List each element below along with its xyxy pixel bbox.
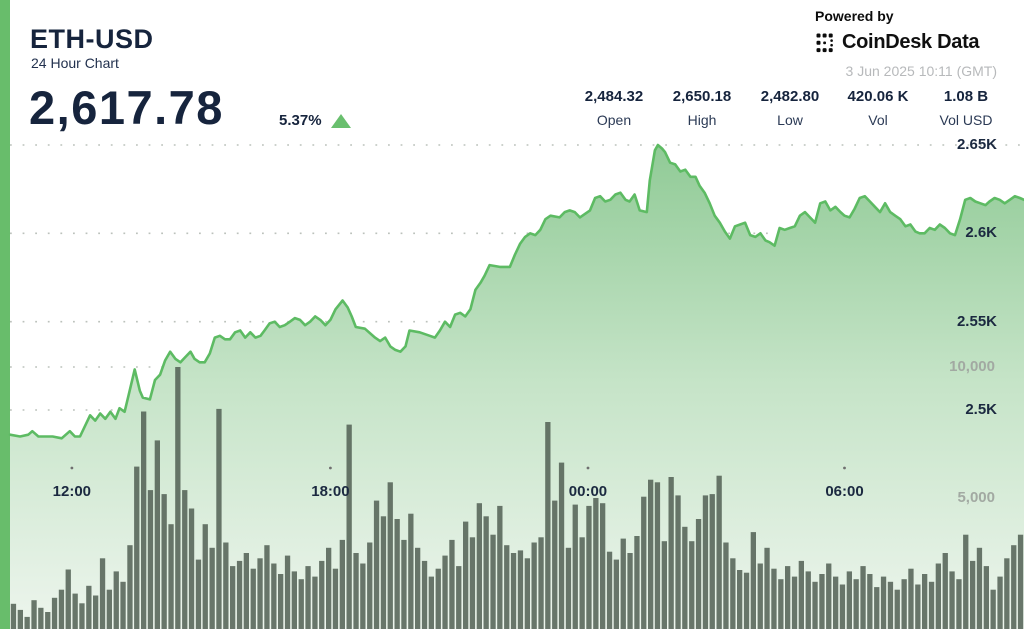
stat-label: Open	[596, 112, 632, 128]
price-axis-tick: 2.55K	[956, 312, 997, 330]
stat-value: 2,650.18	[672, 88, 732, 105]
price-axis-tick: 2.65K	[956, 136, 997, 153]
page-title: ETH-USD	[30, 24, 154, 54]
stat-vol: 420.06 K Vol	[842, 88, 914, 128]
powered-by-label: Powered by	[815, 8, 894, 24]
coindesk-logo-icon	[816, 33, 833, 52]
price-line	[8, 143, 1024, 440]
volume-axis-tick: 5,000	[957, 489, 995, 506]
volume-bars	[10, 367, 1024, 629]
stat-value: 2,484.32	[584, 88, 644, 105]
time-axis-tick: 12:00	[52, 483, 92, 500]
time-axis-tick: 06:00	[825, 483, 864, 500]
change-percent: 5.37%	[279, 112, 322, 129]
brand-name: CoinDesk Data	[842, 31, 980, 53]
stat-vol-usd: 1.08 B Vol USD	[930, 88, 1002, 128]
accent-left-bar	[0, 0, 10, 629]
stat-high: 2,650.18 High	[666, 88, 738, 128]
stat-label: Low	[777, 112, 803, 128]
price-axis-tick: 2.5K	[965, 401, 997, 418]
stat-label: Vol	[868, 112, 888, 128]
volume-axis-tick: 10,000	[949, 358, 995, 375]
time-axis-tick: 00:00	[568, 483, 608, 500]
stat-value: 420.06 K	[847, 88, 909, 105]
stat-value: 1.08 B	[943, 88, 989, 105]
stats-row: 2,484.32 Open 2,650.18 High 2,482.80 Low 420.0…	[578, 88, 1002, 128]
stat-value: 2,482.80	[760, 88, 820, 105]
up-arrow-icon	[330, 113, 351, 128]
chart-subtitle: 24 Hour Chart	[31, 55, 119, 71]
price-change: 5.37%	[279, 112, 351, 129]
stat-open: 2,484.32 Open	[578, 88, 650, 128]
current-price: 2,617.78	[29, 81, 224, 134]
time-tick-dots	[70, 466, 846, 470]
chart-timestamp: 3 Jun 2025 10:11 (GMT)	[845, 63, 997, 79]
stat-low: 2,482.80 Low	[754, 88, 826, 128]
price-area	[10, 145, 1024, 629]
stat-label: Vol USD	[939, 112, 993, 128]
price-axis-tick: 2.6K	[965, 224, 997, 242]
time-axis-tick: 18:00	[311, 483, 350, 500]
branding-block: Powered by CoinDesk Data 3 Jun 2025 10:1…	[815, 8, 997, 79]
stat-label: High	[687, 112, 717, 128]
brand-logo[interactable]: CoinDesk Data	[815, 31, 997, 54]
